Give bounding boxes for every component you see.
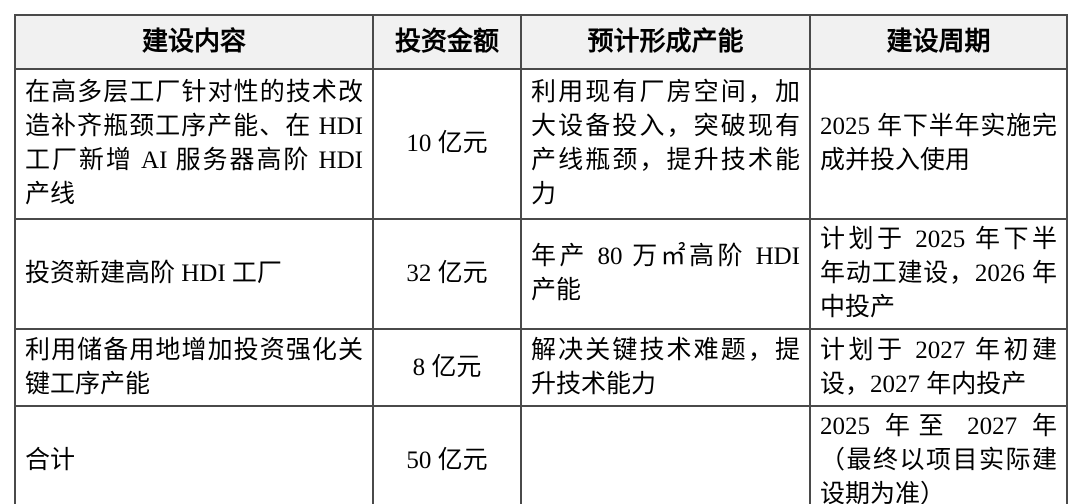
investment-plan-table: 建设内容 投资金额 预计形成产能 建设周期 在高多层工厂针对性的技术改造补齐瓶颈…	[14, 14, 1068, 504]
table-row-total: 合计 50 亿元 2025 年至 2027 年（最终以项目实际建设期为准）	[14, 405, 1068, 504]
cell-capacity-row3: 解决关键技术难题，提升技术能力	[520, 328, 811, 407]
header-cell-construction-content: 建设内容	[14, 14, 374, 70]
cell-content-row1: 在高多层工厂针对性的技术改造补齐瓶颈工序产能、在 HDI 工厂新增 AI 服务器…	[14, 68, 374, 220]
cell-content-row2: 投资新建高阶 HDI 工厂	[14, 218, 374, 330]
cell-period-row3: 计划于 2027 年初建设，2027 年内投产	[809, 328, 1068, 407]
cell-content-row3: 利用储备用地增加投资强化关键工序产能	[14, 328, 374, 407]
cell-period-row1: 2025 年下半年实施完成并投入使用	[809, 68, 1068, 220]
cell-amount-row1: 10 亿元	[372, 68, 522, 220]
table-row: 投资新建高阶 HDI 工厂 32 亿元 年产 80 万㎡高阶 HDI 产能 计划…	[14, 218, 1068, 330]
header-cell-investment-amount: 投资金额	[372, 14, 522, 70]
cell-total-label: 合计	[14, 405, 374, 504]
header-cell-construction-period: 建设周期	[809, 14, 1068, 70]
cell-capacity-row2: 年产 80 万㎡高阶 HDI 产能	[520, 218, 811, 330]
cell-period-row2: 计划于 2025 年下半年动工建设，2026 年中投产	[809, 218, 1068, 330]
cell-amount-row3: 8 亿元	[372, 328, 522, 407]
table-row: 在高多层工厂针对性的技术改造补齐瓶颈工序产能、在 HDI 工厂新增 AI 服务器…	[14, 68, 1068, 220]
cell-amount-row2: 32 亿元	[372, 218, 522, 330]
cell-capacity-row1: 利用现有厂房空间，加大设备投入，突破现有产线瓶颈，提升技术能力	[520, 68, 811, 220]
cell-total-amount: 50 亿元	[372, 405, 522, 504]
cell-total-capacity-empty	[520, 405, 811, 504]
cell-total-period: 2025 年至 2027 年（最终以项目实际建设期为准）	[809, 405, 1068, 504]
header-cell-expected-capacity: 预计形成产能	[520, 14, 811, 70]
table-header-row: 建设内容 投资金额 预计形成产能 建设周期	[14, 14, 1068, 70]
table-row: 利用储备用地增加投资强化关键工序产能 8 亿元 解决关键技术难题，提升技术能力 …	[14, 328, 1068, 407]
